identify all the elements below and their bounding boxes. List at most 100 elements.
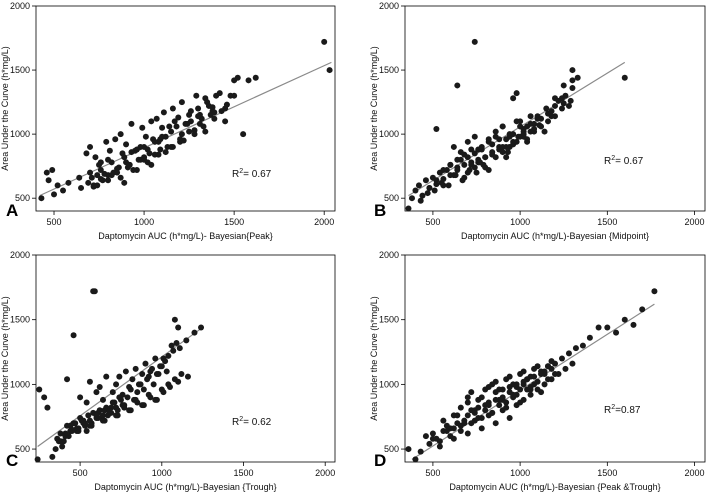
data-point: [431, 187, 438, 194]
data-point: [471, 164, 478, 171]
data-point: [482, 407, 489, 414]
data-point: [112, 136, 119, 143]
data-point: [471, 133, 478, 140]
data-point: [586, 334, 593, 341]
data-point: [475, 396, 482, 403]
x-tick-label: 1000: [510, 217, 530, 227]
data-point: [173, 339, 180, 346]
data-point: [552, 102, 558, 109]
data-point: [142, 133, 149, 140]
data-point: [64, 376, 71, 383]
data-point: [155, 371, 162, 378]
data-point: [96, 383, 103, 390]
data-point: [133, 146, 140, 153]
data-point: [93, 389, 100, 396]
data-point: [464, 138, 471, 145]
data-point: [595, 324, 602, 331]
data-point: [560, 100, 567, 107]
data-point: [548, 113, 555, 120]
data-point: [117, 174, 124, 181]
data-point: [464, 430, 471, 437]
regression-line: [39, 61, 332, 197]
data-point: [126, 161, 133, 168]
r-squared-r: R: [232, 417, 239, 428]
data-point: [216, 90, 223, 97]
data-point: [141, 143, 148, 150]
data-point: [147, 394, 154, 401]
data-point: [520, 133, 527, 140]
data-point: [178, 99, 185, 106]
data-point: [468, 389, 475, 396]
data-point: [106, 147, 113, 154]
regression-line: [408, 61, 626, 197]
data-points: [38, 38, 333, 202]
data-point: [59, 443, 66, 450]
data-point: [417, 448, 424, 455]
data-point: [97, 167, 104, 173]
data-point: [92, 154, 99, 161]
data-point: [478, 425, 485, 432]
data-point: [457, 422, 464, 429]
y-tick-label: 1500: [10, 315, 30, 325]
data-point: [468, 146, 475, 153]
r-squared-exponent: 2: [239, 168, 243, 175]
x-tick-label: 2000: [685, 468, 705, 478]
r-squared-exponent: 2: [239, 416, 243, 423]
data-point: [499, 143, 506, 150]
data-point: [520, 396, 527, 403]
y-tick-label: 1500: [379, 315, 399, 325]
data-point: [569, 360, 576, 367]
data-point: [49, 453, 56, 460]
data-point: [489, 141, 496, 148]
data-point: [464, 412, 471, 419]
data-point: [178, 371, 185, 378]
data-point: [504, 149, 511, 156]
plot-frame: [404, 5, 706, 212]
data-point: [471, 150, 478, 157]
data-point: [165, 352, 172, 359]
data-point: [139, 371, 146, 378]
data-point: [510, 381, 517, 388]
data-point: [170, 347, 177, 354]
data-point: [88, 174, 95, 181]
data-point: [531, 365, 538, 372]
data-point: [183, 337, 190, 344]
data-point: [464, 399, 471, 406]
data-point: [543, 105, 550, 112]
data-point: [209, 104, 216, 111]
data-point: [114, 169, 121, 176]
data-point: [436, 443, 443, 450]
data-point: [173, 123, 180, 130]
data-point: [101, 417, 108, 424]
data-point: [569, 85, 576, 91]
data-point: [496, 136, 503, 143]
data-point: [49, 167, 56, 173]
data-point: [513, 402, 520, 409]
data-point: [129, 376, 136, 383]
r-squared-annotation: R2= 0.67: [232, 168, 272, 180]
data-point: [426, 184, 433, 191]
data-point: [198, 324, 205, 331]
data-point: [440, 417, 447, 424]
panel-letter: A: [6, 201, 18, 220]
data-point: [569, 77, 576, 84]
r-squared-annotation: R2=0.87: [604, 404, 641, 416]
data-point: [184, 373, 191, 380]
data-point: [499, 396, 506, 403]
data-point: [454, 156, 461, 163]
data-point: [187, 118, 194, 125]
panel-letter: B: [374, 201, 386, 220]
r-squared-value: = 0.67: [243, 169, 272, 180]
data-point: [83, 150, 90, 157]
data-point: [429, 430, 436, 437]
data-point: [433, 126, 440, 132]
data-point: [108, 409, 115, 416]
y-tick-label: 1000: [10, 379, 30, 389]
data-point: [412, 456, 419, 463]
panel-letter: D: [374, 451, 386, 470]
y-tick-label: 2000: [10, 1, 30, 11]
data-point: [134, 399, 141, 406]
r-squared-annotation: R2= 0.67: [604, 155, 644, 167]
data-point: [438, 179, 445, 186]
